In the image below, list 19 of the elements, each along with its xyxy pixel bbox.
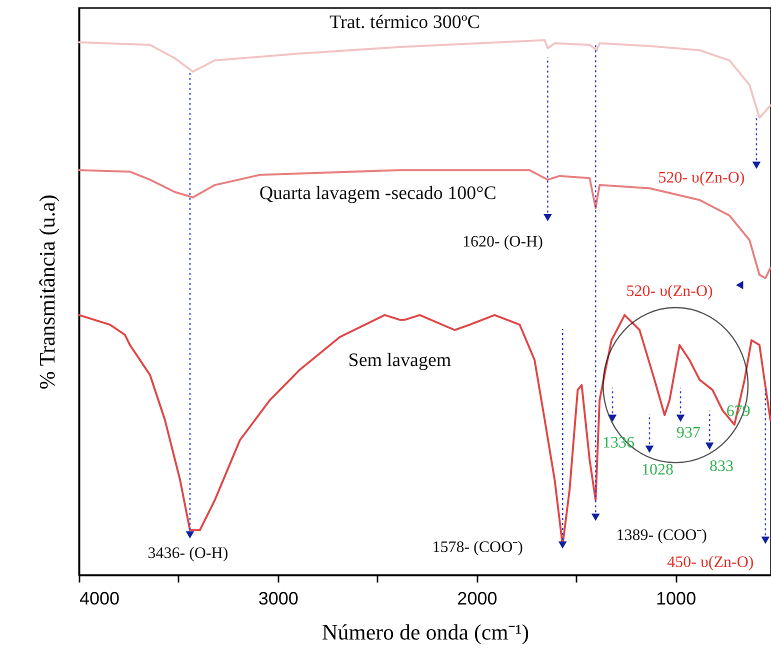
x-tick-label: 4000 — [80, 588, 120, 608]
x-tick-label: 3000 — [258, 588, 298, 608]
annotation: 520- υ(Zn-O) — [626, 283, 713, 300]
annotation: 833 — [710, 458, 734, 476]
annotation: 1578- (COO⁻) — [432, 539, 523, 556]
annotation: 1389- (COO⁻) — [616, 527, 707, 544]
annotation: 1620- (O-H) — [462, 234, 543, 251]
annotation: 520- υ(Zn-O) — [658, 169, 745, 186]
x-axis-title: Número de onda (cm⁻¹) — [322, 620, 530, 644]
series-label: Sem lavagem — [348, 350, 452, 371]
series-label: Quarta lavagem -secado 100°C — [259, 183, 496, 204]
annotation: 1028 — [642, 461, 674, 478]
annotation: 450- υ(Zn-O) — [667, 554, 754, 572]
annotation: 3436- (O-H) — [148, 544, 228, 562]
x-tick-label: 2000 — [457, 588, 498, 608]
x-tick-label: 1000 — [656, 588, 696, 608]
y-axis-title: % Transmitância (u.a) — [34, 194, 60, 390]
series-label: Trat. térmico 300ºC — [330, 12, 480, 33]
annotation: 937 — [676, 424, 701, 442]
